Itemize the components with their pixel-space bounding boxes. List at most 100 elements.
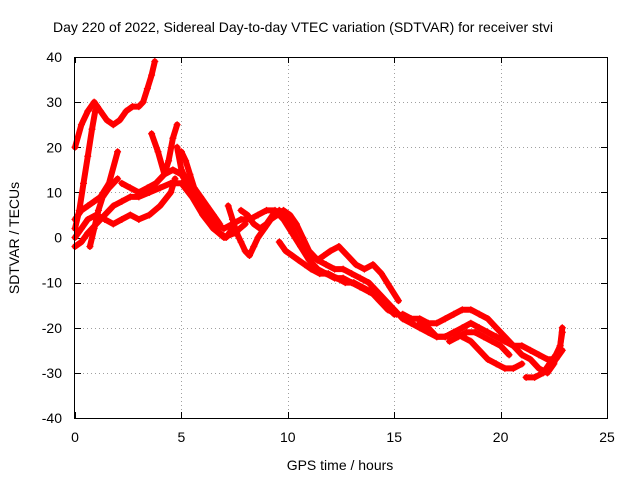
- data-point: [531, 373, 539, 381]
- series-track-14: [399, 306, 566, 377]
- data-point: [407, 315, 415, 323]
- data-point: [288, 224, 296, 232]
- series-track-3: [71, 175, 179, 241]
- data-point: [492, 324, 500, 332]
- data-point: [450, 310, 458, 318]
- data-point: [446, 337, 454, 345]
- data-point: [203, 202, 211, 210]
- data-point: [86, 243, 94, 251]
- data-point: [169, 166, 177, 174]
- data-point: [126, 184, 134, 192]
- data-point: [294, 256, 302, 264]
- data-point: [233, 229, 241, 237]
- data-point: [348, 270, 356, 278]
- data-point: [126, 193, 134, 201]
- data-point: [333, 274, 341, 282]
- data-point: [145, 211, 153, 219]
- series-track-11: [224, 202, 526, 372]
- data-point: [492, 360, 500, 368]
- data-point: [237, 215, 245, 223]
- y-tick-label: 10: [46, 184, 62, 200]
- data-point: [392, 310, 400, 318]
- data-point: [148, 130, 156, 138]
- data-point: [122, 107, 130, 115]
- data-point: [118, 179, 126, 187]
- data-point: [480, 333, 488, 341]
- series-line: [276, 239, 400, 318]
- y-tick-label: -30: [42, 365, 62, 381]
- data-point: [556, 342, 564, 350]
- data-point: [367, 288, 375, 296]
- grid-lines: [75, 57, 607, 418]
- data-point: [467, 319, 475, 327]
- data-point: [294, 238, 302, 246]
- data-point: [77, 206, 85, 214]
- data-point: [467, 306, 475, 314]
- data-point: [160, 170, 168, 178]
- data-point: [282, 247, 290, 255]
- data-point: [90, 197, 98, 205]
- series-track-12: [237, 206, 402, 305]
- data-point: [341, 279, 349, 287]
- data-point: [165, 157, 173, 165]
- x-tick-label: 15: [386, 429, 402, 445]
- data-point: [90, 224, 98, 232]
- data-point: [292, 220, 300, 228]
- data-point: [101, 211, 109, 219]
- data-point: [77, 121, 85, 129]
- data-point: [475, 310, 483, 318]
- data-point: [492, 333, 500, 341]
- data-point: [222, 234, 230, 241]
- data-point: [505, 351, 513, 359]
- data-point: [305, 256, 313, 264]
- data-point: [377, 270, 385, 278]
- data-point: [126, 211, 134, 219]
- x-tick-label: 0: [71, 429, 79, 445]
- data-point: [535, 364, 543, 372]
- data-point: [88, 125, 96, 133]
- data-series: [71, 58, 566, 381]
- data-point: [109, 202, 117, 210]
- series-line: [86, 175, 121, 250]
- data-point: [245, 252, 253, 260]
- data-point: [118, 215, 126, 223]
- series-track-10: [177, 148, 224, 228]
- data-point: [77, 224, 85, 232]
- data-point: [441, 333, 449, 341]
- data-point: [358, 283, 366, 291]
- series-track-9: [173, 143, 236, 241]
- data-point: [275, 206, 283, 214]
- data-point: [522, 373, 530, 381]
- data-point: [301, 261, 309, 269]
- data-point: [339, 265, 347, 273]
- x-tick-label: 20: [493, 429, 509, 445]
- y-tick-label: 20: [46, 139, 62, 155]
- series-line: [174, 144, 236, 241]
- data-point: [282, 211, 290, 219]
- data-point: [241, 247, 249, 255]
- y-tick-label: -40: [42, 410, 62, 426]
- data-point: [546, 360, 554, 368]
- data-point: [243, 211, 251, 219]
- data-point: [250, 243, 258, 251]
- data-point: [203, 215, 211, 223]
- y-tick-label: -20: [42, 320, 62, 336]
- data-point: [399, 310, 407, 318]
- data-point: [152, 179, 160, 187]
- data-point: [501, 364, 509, 372]
- data-point: [526, 355, 534, 363]
- data-point: [216, 229, 224, 237]
- data-point: [151, 58, 159, 66]
- data-point: [558, 328, 566, 336]
- data-point: [114, 175, 122, 183]
- data-point: [103, 116, 111, 124]
- data-point: [156, 202, 164, 210]
- series-line: [225, 202, 525, 372]
- data-point: [484, 315, 492, 323]
- data-point: [143, 85, 151, 93]
- data-point: [254, 234, 262, 241]
- data-point: [84, 152, 92, 160]
- data-point: [433, 333, 441, 341]
- data-point: [352, 261, 360, 269]
